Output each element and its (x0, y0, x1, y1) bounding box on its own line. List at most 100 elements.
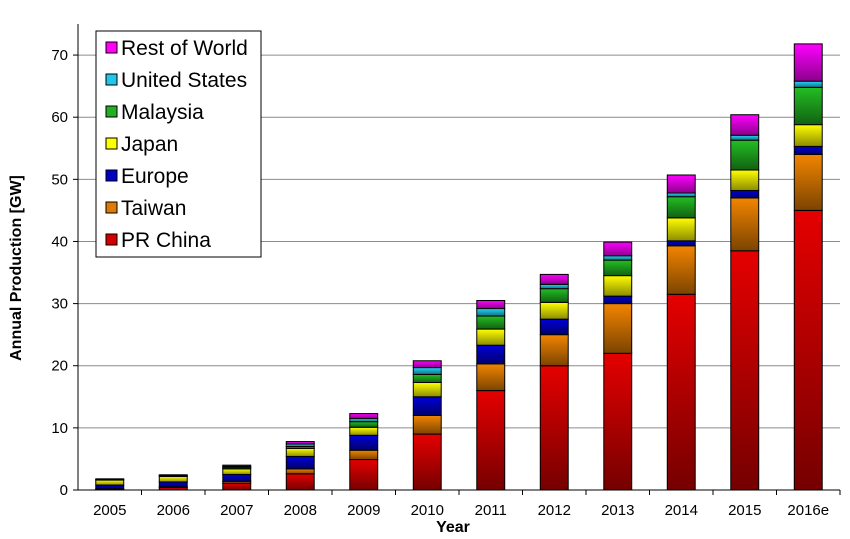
bar-segment-europe (222, 473, 252, 482)
bars (95, 43, 823, 491)
bar-segment-pr-china (539, 365, 569, 491)
x-tick-label: 2010 (411, 502, 444, 519)
bar-segment-europe (603, 295, 633, 305)
bar-segment-rest-of-world (349, 413, 379, 420)
legend-swatch (105, 73, 118, 86)
bar-segment-japan (476, 328, 506, 346)
legend-box (95, 30, 262, 258)
bar-segment-rest-of-world (603, 241, 633, 257)
bar-segment-taiwan (412, 414, 442, 435)
bar-segment-europe (285, 455, 315, 470)
bar-segment-taiwan (539, 334, 569, 367)
x-tick-label: 2016e (787, 502, 829, 519)
bar-segment-malaysia (793, 86, 823, 126)
x-tick-label: 2005 (93, 502, 126, 519)
bar-segment-rest-of-world (95, 478, 125, 480)
bar-segment-rest-of-world (666, 174, 696, 194)
y-tick-label: 60 (51, 109, 68, 126)
bar-segment-pr-china (349, 459, 379, 491)
bar-segment-united-states (666, 192, 696, 198)
x-tick-label: 2008 (284, 502, 317, 519)
bar-segment-rest-of-world (285, 441, 315, 445)
bar-segment-united-states (476, 308, 506, 317)
bar-segment-rest-of-world (793, 43, 823, 82)
bar-segment-pr-china (730, 250, 760, 491)
x-tick-label: 2012 (538, 502, 571, 519)
bar-segment-pr-china (603, 352, 633, 491)
bar-segment-japan (666, 217, 696, 242)
x-tick-label: 2013 (601, 502, 634, 519)
bar-segment-europe (476, 344, 506, 365)
bar-segment-united-states (412, 367, 442, 375)
bar-segment-europe (539, 318, 569, 336)
y-tick-label: 70 (51, 47, 68, 64)
axes (73, 24, 841, 495)
bar-segment-united-states (730, 134, 760, 141)
bar-segment-rest-of-world (476, 299, 506, 310)
legend-swatch (105, 105, 118, 118)
bar-segment-europe (412, 396, 442, 416)
bar-segment-taiwan (793, 153, 823, 211)
bar-segment-taiwan (730, 197, 760, 252)
bar-segment-europe (158, 481, 188, 488)
bar-segment-malaysia (349, 421, 379, 428)
y-tick-label: 10 (51, 420, 68, 437)
bar-segment-japan (158, 475, 188, 483)
x-tick-label: 2011 (475, 502, 507, 519)
legend-label: Taiwan (121, 197, 186, 220)
tick-labels: 0 10 20 30 40 50 60 70 2005 2006 2007 2008 2009 2010 2… (51, 47, 829, 519)
bar-segment-europe (730, 190, 760, 199)
bar-segment-malaysia (412, 373, 442, 384)
bar-segment-united-states (539, 283, 569, 290)
bar-segment-pr-china (666, 293, 696, 491)
y-tick-label: 50 (51, 171, 68, 188)
legend-label: Malaysia (121, 101, 204, 124)
bar-segment-malaysia (730, 139, 760, 171)
y-tick-label: 0 (60, 482, 68, 499)
bar-segment-japan (349, 426, 379, 436)
bar-segment-pr-china (222, 482, 252, 491)
bar-segment-europe (349, 434, 379, 451)
legend: Rest of World United States Malaysia Japan E… (95, 30, 262, 258)
bar-segment-japan (730, 169, 760, 192)
bar-segment-malaysia (539, 288, 569, 303)
legend-swatch (105, 169, 118, 182)
y-axis-title: Annual Production [GW] (8, 175, 25, 361)
y-tick-label: 20 (51, 358, 68, 375)
bar-segment-malaysia (666, 196, 696, 219)
bar-segment-japan (793, 124, 823, 147)
legend-label: PR China (121, 229, 211, 252)
legend-swatch (105, 233, 118, 246)
bar-segment-taiwan (285, 468, 315, 475)
bar-segment-taiwan (666, 245, 696, 295)
x-tick-label: 2009 (347, 502, 380, 519)
x-tick-label: 2007 (220, 502, 253, 519)
legend-swatch (105, 201, 118, 214)
bar-segment-pr-china (412, 433, 442, 491)
bar-segment-united-states (793, 80, 823, 88)
bar-segment-united-states (603, 255, 633, 261)
bar-segment-japan (539, 301, 569, 320)
x-tick-label: 2015 (728, 502, 761, 519)
legend-label: Europe (121, 165, 189, 188)
legend-label: Japan (121, 133, 178, 156)
bar-segment-pr-china (476, 390, 506, 491)
bar-segment-rest-of-world (539, 273, 569, 285)
bar-segment-europe (793, 145, 823, 155)
bar-segment-europe (666, 240, 696, 247)
y-tick-label: 40 (51, 233, 68, 250)
bar-segment-malaysia (603, 259, 633, 277)
bar-segment-japan (95, 479, 125, 486)
bar-segment-pr-china (793, 209, 823, 491)
bar-segment-japan (285, 447, 315, 457)
legend-label: United States (121, 69, 247, 92)
legend-swatch (105, 41, 118, 54)
bar-segment-rest-of-world (222, 464, 252, 467)
bar-segment-japan (603, 275, 633, 297)
bar-segment-malaysia (476, 315, 506, 330)
bar-segment-taiwan (603, 303, 633, 354)
bar-segment-pr-china (285, 473, 315, 491)
bar-segment-taiwan (349, 449, 379, 461)
bar-segment-rest-of-world (412, 360, 442, 369)
